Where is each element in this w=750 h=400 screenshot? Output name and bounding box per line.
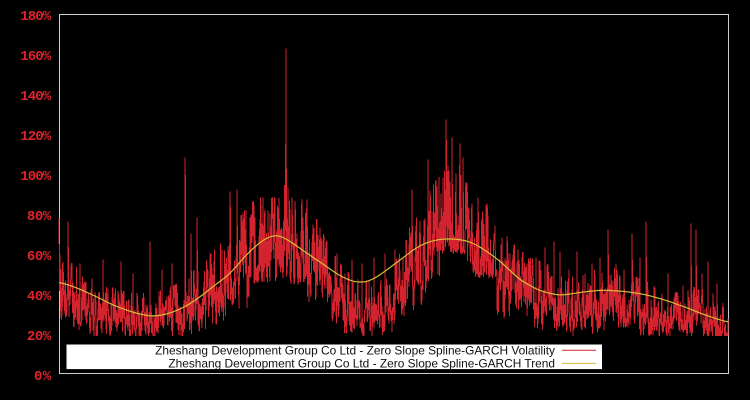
svg-text:Zheshang Development Group Co: Zheshang Development Group Co Ltd - Zero… xyxy=(168,357,555,371)
svg-text:40%: 40% xyxy=(27,289,52,305)
svg-text:20%: 20% xyxy=(27,329,52,345)
svg-text:60%: 60% xyxy=(27,249,52,265)
svg-text:0%: 0% xyxy=(34,369,52,385)
svg-text:100%: 100% xyxy=(20,169,52,185)
svg-text:120%: 120% xyxy=(20,129,52,145)
svg-text:Zheshang Development Group Co: Zheshang Development Group Co Ltd - Zero… xyxy=(155,343,555,357)
svg-text:140%: 140% xyxy=(20,89,52,105)
svg-text:80%: 80% xyxy=(27,209,52,225)
svg-text:180%: 180% xyxy=(20,9,52,25)
svg-text:160%: 160% xyxy=(20,49,52,65)
